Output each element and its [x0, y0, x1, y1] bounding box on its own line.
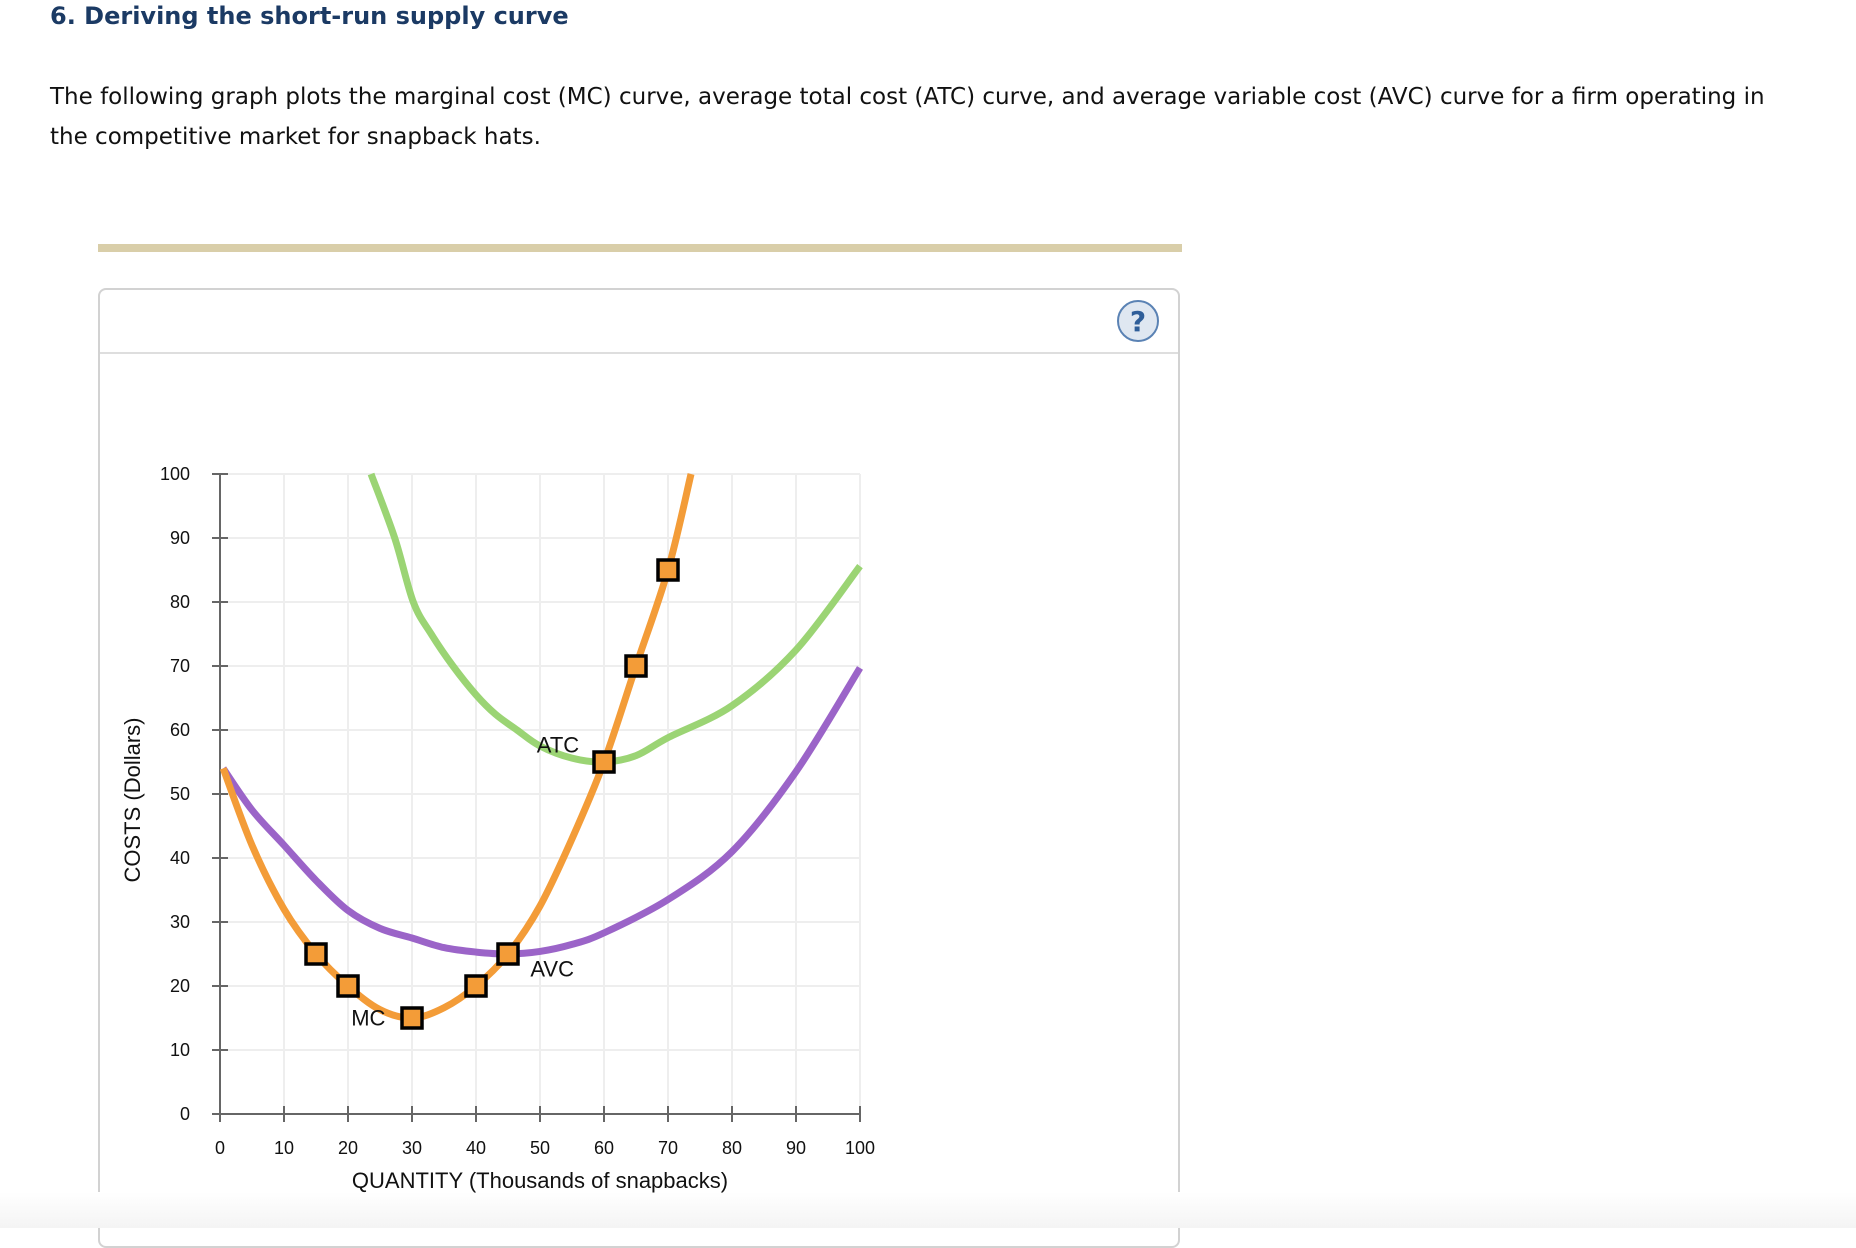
mc-point-marker[interactable]: [656, 558, 680, 582]
mc-point-marker[interactable]: [336, 974, 360, 998]
graph-panel: ?: [98, 288, 1180, 1248]
x-tick-label: 80: [722, 1138, 742, 1158]
bottom-fade: [0, 1192, 1856, 1228]
x-tick-label: 40: [466, 1138, 486, 1158]
atc-curve-label: ATC: [537, 732, 579, 757]
help-glyph: ?: [1129, 304, 1147, 338]
x-axis-label: QUANTITY (Thousands of snapbacks): [352, 1168, 728, 1193]
mc-point-markers[interactable]: [304, 558, 680, 1030]
atc-curve: [367, 472, 863, 766]
mc-point-marker[interactable]: [592, 750, 616, 774]
x-tick-label: 20: [338, 1138, 358, 1158]
mc-point-marker[interactable]: [400, 1006, 424, 1030]
section-divider: [98, 244, 1182, 252]
y-tick-label: 60: [170, 720, 190, 740]
chart-labels: ATC AVC MC: [351, 732, 579, 1030]
mc-point-marker[interactable]: [496, 942, 520, 966]
y-tick-label: 50: [170, 784, 190, 804]
x-tick-label: 70: [658, 1138, 678, 1158]
avc-curve: [220, 666, 863, 958]
chart-gridlines: [220, 473, 861, 1114]
y-tick-label: 80: [170, 592, 190, 612]
x-tick-label: 90: [786, 1138, 806, 1158]
avc-curve-label: AVC: [530, 956, 574, 981]
page-title: 6. Deriving the short-run supply curve: [50, 2, 569, 30]
x-tick-label: 100: [845, 1138, 875, 1158]
intro-text-line-1: The following graph plots the marginal c…: [50, 84, 1765, 110]
y-tick-label: 40: [170, 848, 190, 868]
mc-point-marker[interactable]: [464, 974, 488, 998]
mc-curve-label: MC: [351, 1006, 385, 1031]
mc-curve: [219, 473, 695, 1022]
y-tick-label: 90: [170, 528, 190, 548]
y-tick-label: 10: [170, 1040, 190, 1060]
x-tick-label: 30: [402, 1138, 422, 1158]
x-tick-label: 50: [530, 1138, 550, 1158]
intro-text-line-2: the competitive market for snapback hats…: [50, 124, 541, 150]
y-tick-label: 0: [180, 1104, 190, 1124]
y-tick-label: 70: [170, 656, 190, 676]
x-tick-label: 60: [594, 1138, 614, 1158]
mc-point-marker[interactable]: [304, 942, 328, 966]
x-tick-label: 0: [215, 1138, 225, 1158]
y-tick-label: 30: [170, 912, 190, 932]
help-icon[interactable]: ?: [1117, 300, 1159, 342]
chart-axes: 0 10 20 30 40 50 60 70 80 90 100 0 10 20 30 40 50 60 70 80 9…: [160, 464, 875, 1158]
y-tick-label: 20: [170, 976, 190, 996]
y-tick-label: 100: [160, 464, 190, 484]
y-axis-label: COSTS (Dollars): [120, 717, 145, 882]
graph-panel-header: ?: [100, 290, 1178, 354]
mc-point-marker[interactable]: [624, 654, 648, 678]
x-tick-label: 10: [274, 1138, 294, 1158]
